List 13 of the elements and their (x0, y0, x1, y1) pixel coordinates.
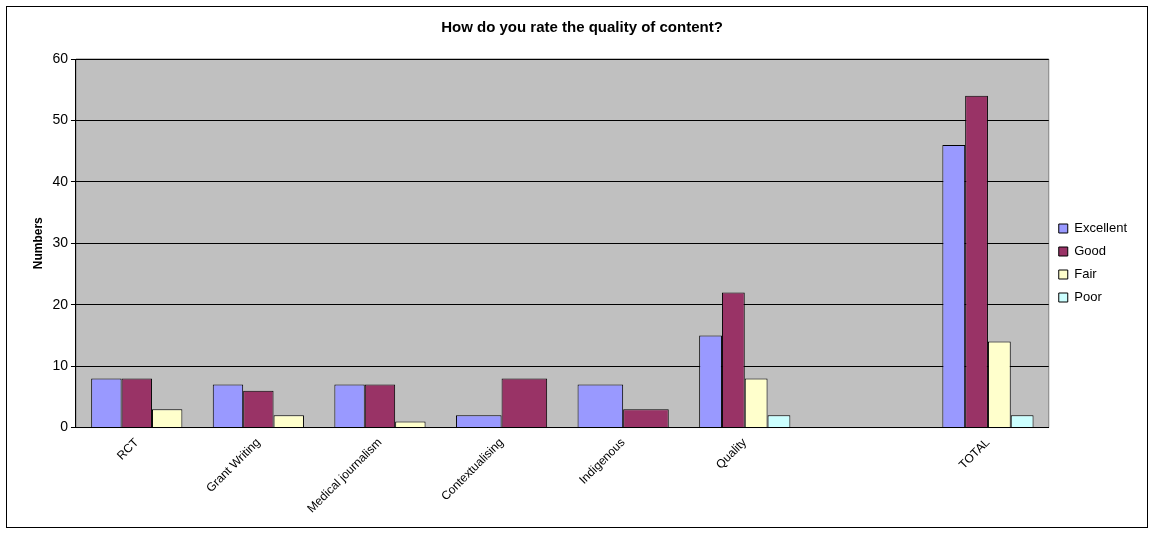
y-axis-title: Numbers (30, 216, 45, 270)
legend-label: Poor (1074, 289, 1103, 305)
y-tick-label: 0 (60, 418, 69, 435)
legend-label: Excellent (1074, 220, 1128, 236)
y-tick-label: 30 (52, 234, 69, 251)
y-tick-label: 50 (52, 111, 69, 128)
chart-title: How do you rate the quality of content? (441, 18, 723, 36)
y-tick-label: 10 (52, 356, 69, 373)
legend-label: Fair (1074, 266, 1098, 282)
y-tick-label: 40 (52, 172, 69, 189)
legend-label: Good (1074, 243, 1107, 259)
y-tick-label: 60 (52, 49, 69, 66)
y-tick-label: 20 (52, 295, 69, 312)
